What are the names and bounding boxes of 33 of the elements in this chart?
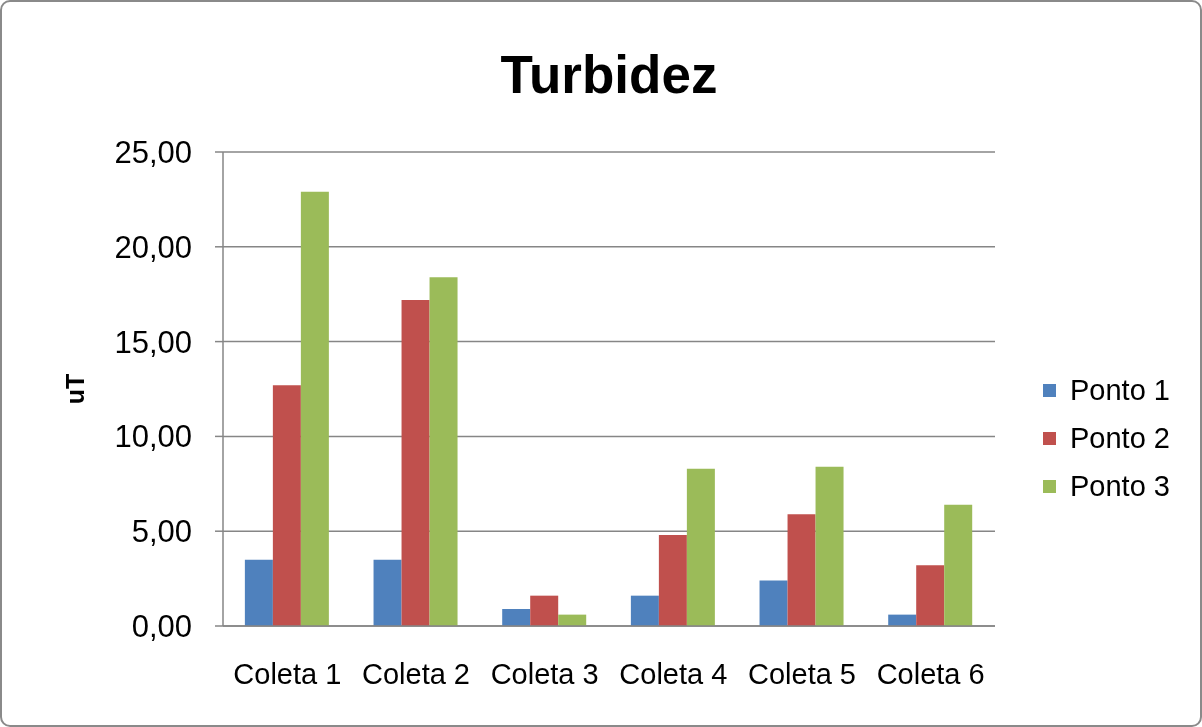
y-tick-label: 10,00 (114, 419, 192, 455)
y-tick-label: 0,00 (131, 609, 192, 645)
y-tick-label: 15,00 (114, 324, 192, 360)
chart-title: Turbidez (499, 44, 719, 106)
bar (272, 385, 301, 626)
bar (244, 559, 273, 626)
x-tick-label: Coleta 2 (361, 657, 471, 690)
x-tick-label: Coleta 3 (490, 657, 599, 690)
bar (916, 565, 945, 626)
bar (300, 191, 329, 626)
x-tick-label: Coleta 4 (619, 657, 728, 690)
bar (373, 559, 402, 626)
y-axis-title: uT (61, 373, 89, 405)
y-tick-label: 20,00 (114, 229, 192, 265)
bar (944, 504, 973, 626)
bar (787, 514, 816, 626)
bar (630, 595, 659, 626)
y-tick-label: 25,00 (114, 135, 192, 171)
bar (815, 466, 844, 626)
bar (502, 608, 531, 626)
bar (658, 534, 687, 626)
legend-label: Ponto 2 (1070, 421, 1170, 455)
x-tick-label: Coleta 1 (233, 657, 342, 690)
bar (429, 277, 458, 626)
x-tick-label: Coleta 6 (876, 657, 985, 690)
x-tick-label: Coleta 5 (747, 657, 857, 690)
bar (530, 595, 559, 626)
bar (401, 299, 430, 626)
bar (686, 468, 715, 626)
bar (759, 580, 788, 626)
legend-label: Ponto 3 (1070, 469, 1170, 503)
y-tick-label: 5,00 (131, 514, 192, 550)
legend-label: Ponto 1 (1070, 373, 1170, 407)
